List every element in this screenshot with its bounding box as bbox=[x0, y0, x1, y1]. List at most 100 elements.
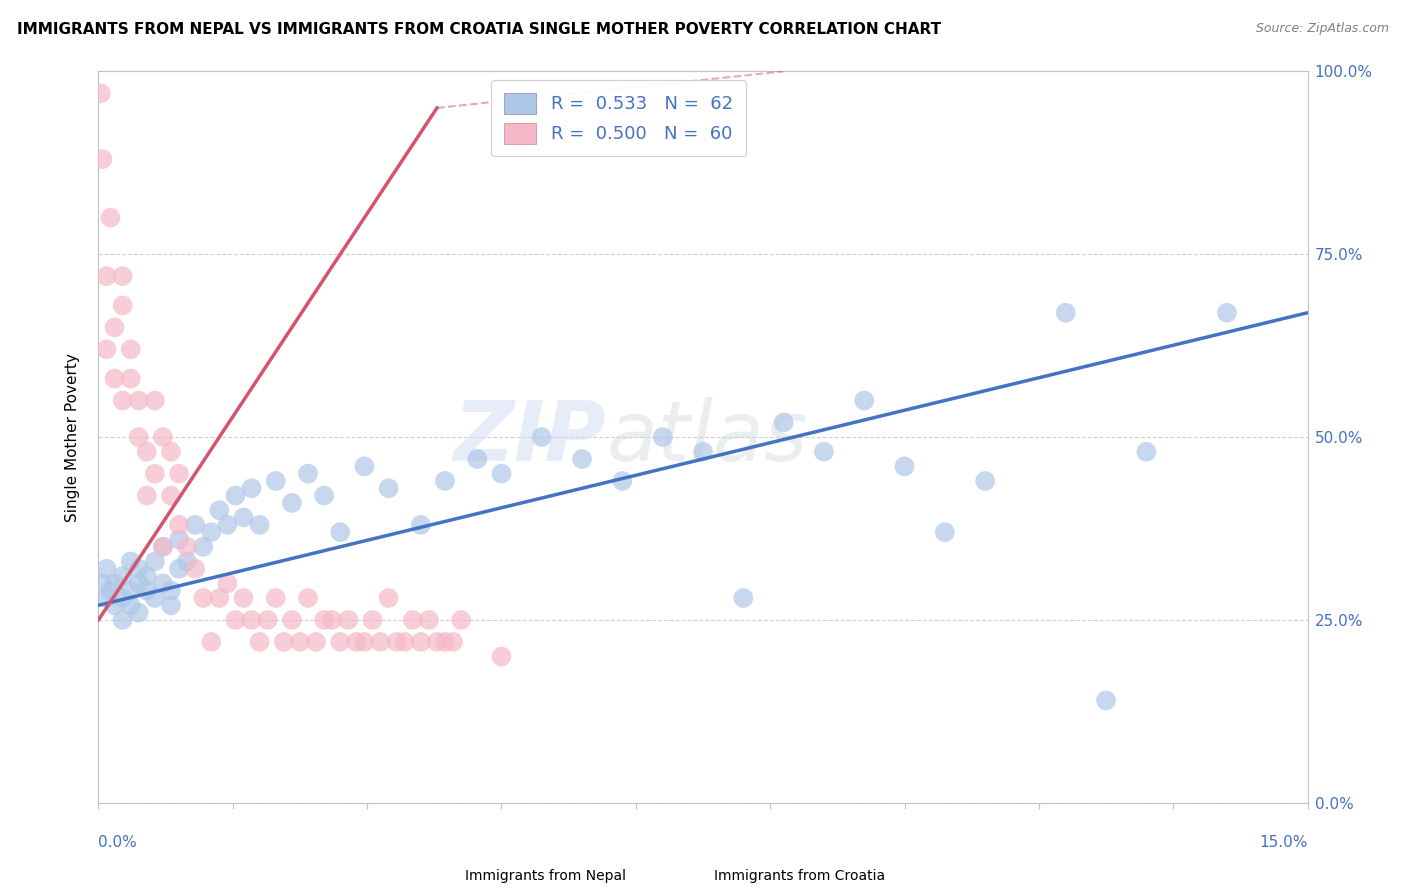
Text: ZIP: ZIP bbox=[454, 397, 606, 477]
Point bbox=[100, 583, 122, 598]
Point bbox=[377, 591, 399, 605]
Point bbox=[91, 576, 114, 591]
Point bbox=[128, 606, 150, 620]
Point bbox=[167, 562, 190, 576]
Point bbox=[135, 583, 157, 598]
Point bbox=[208, 591, 231, 605]
Point bbox=[353, 635, 375, 649]
Point bbox=[152, 540, 174, 554]
Point bbox=[281, 496, 304, 510]
Point bbox=[96, 591, 118, 605]
FancyBboxPatch shape bbox=[479, 843, 501, 862]
Point bbox=[100, 211, 122, 225]
Text: atlas: atlas bbox=[606, 397, 808, 477]
Point bbox=[377, 481, 399, 495]
Point bbox=[152, 540, 174, 554]
Point bbox=[111, 298, 134, 312]
Point bbox=[143, 591, 166, 605]
Point bbox=[385, 635, 408, 649]
Point bbox=[1216, 306, 1239, 320]
Point bbox=[152, 430, 174, 444]
Point bbox=[491, 467, 513, 481]
Point bbox=[465, 452, 488, 467]
Point bbox=[91, 152, 114, 166]
Point bbox=[240, 613, 263, 627]
Point bbox=[128, 430, 150, 444]
Point bbox=[111, 269, 134, 284]
Point bbox=[281, 613, 304, 627]
Point bbox=[184, 562, 207, 576]
Point bbox=[103, 371, 125, 385]
Point bbox=[305, 635, 328, 649]
Point bbox=[329, 635, 352, 649]
Point bbox=[111, 613, 134, 627]
FancyBboxPatch shape bbox=[709, 843, 731, 862]
Point bbox=[208, 503, 231, 517]
Point bbox=[772, 416, 794, 430]
Point bbox=[450, 613, 472, 627]
Point bbox=[135, 569, 157, 583]
Point bbox=[167, 517, 190, 532]
Point bbox=[441, 635, 464, 649]
Point bbox=[217, 517, 239, 532]
Point bbox=[893, 459, 915, 474]
Point bbox=[329, 525, 352, 540]
Point bbox=[176, 554, 198, 568]
Point bbox=[160, 599, 183, 613]
Point bbox=[249, 517, 271, 532]
Point bbox=[96, 343, 118, 357]
Point bbox=[344, 635, 367, 649]
Point bbox=[120, 554, 142, 568]
Legend: R =  0.533   N =  62, R =  0.500   N =  60: R = 0.533 N = 62, R = 0.500 N = 60 bbox=[491, 80, 745, 156]
Point bbox=[167, 533, 190, 547]
Text: Source: ZipAtlas.com: Source: ZipAtlas.com bbox=[1256, 22, 1389, 36]
Point bbox=[314, 489, 336, 503]
Point bbox=[409, 635, 432, 649]
Point bbox=[974, 474, 997, 488]
Point bbox=[1135, 444, 1157, 458]
Point bbox=[217, 576, 239, 591]
Point bbox=[434, 635, 457, 649]
Point bbox=[1095, 693, 1118, 707]
Point bbox=[297, 591, 319, 605]
Point bbox=[288, 635, 311, 649]
Y-axis label: Single Mother Poverty: Single Mother Poverty bbox=[65, 352, 80, 522]
Point bbox=[273, 635, 295, 649]
Point bbox=[135, 444, 157, 458]
Point bbox=[96, 269, 118, 284]
Point bbox=[256, 613, 278, 627]
Point bbox=[651, 430, 673, 444]
Text: 15.0%: 15.0% bbox=[1260, 835, 1308, 850]
Point bbox=[612, 474, 634, 488]
Point bbox=[143, 393, 166, 408]
Point bbox=[120, 371, 142, 385]
Point bbox=[530, 430, 553, 444]
Point bbox=[111, 393, 134, 408]
Point bbox=[103, 320, 125, 334]
Point bbox=[853, 393, 876, 408]
Point bbox=[120, 583, 142, 598]
Point bbox=[96, 562, 118, 576]
Point bbox=[111, 591, 134, 605]
Text: IMMIGRANTS FROM NEPAL VS IMMIGRANTS FROM CROATIA SINGLE MOTHER POVERTY CORRELATI: IMMIGRANTS FROM NEPAL VS IMMIGRANTS FROM… bbox=[17, 22, 941, 37]
Point bbox=[733, 591, 755, 605]
Point bbox=[232, 591, 254, 605]
Point bbox=[200, 525, 222, 540]
Point bbox=[491, 649, 513, 664]
Point bbox=[128, 562, 150, 576]
Point bbox=[160, 489, 183, 503]
Point bbox=[434, 474, 457, 488]
Point bbox=[361, 613, 384, 627]
Point bbox=[184, 517, 207, 532]
Point bbox=[402, 613, 425, 627]
Point bbox=[314, 613, 336, 627]
Point bbox=[103, 599, 125, 613]
Text: Immigrants from Croatia: Immigrants from Croatia bbox=[714, 869, 886, 882]
Point bbox=[224, 613, 246, 627]
Point bbox=[426, 635, 449, 649]
Point bbox=[176, 540, 198, 554]
Point bbox=[1054, 306, 1077, 320]
Point bbox=[571, 452, 593, 467]
Point bbox=[321, 613, 343, 627]
Point bbox=[128, 393, 150, 408]
